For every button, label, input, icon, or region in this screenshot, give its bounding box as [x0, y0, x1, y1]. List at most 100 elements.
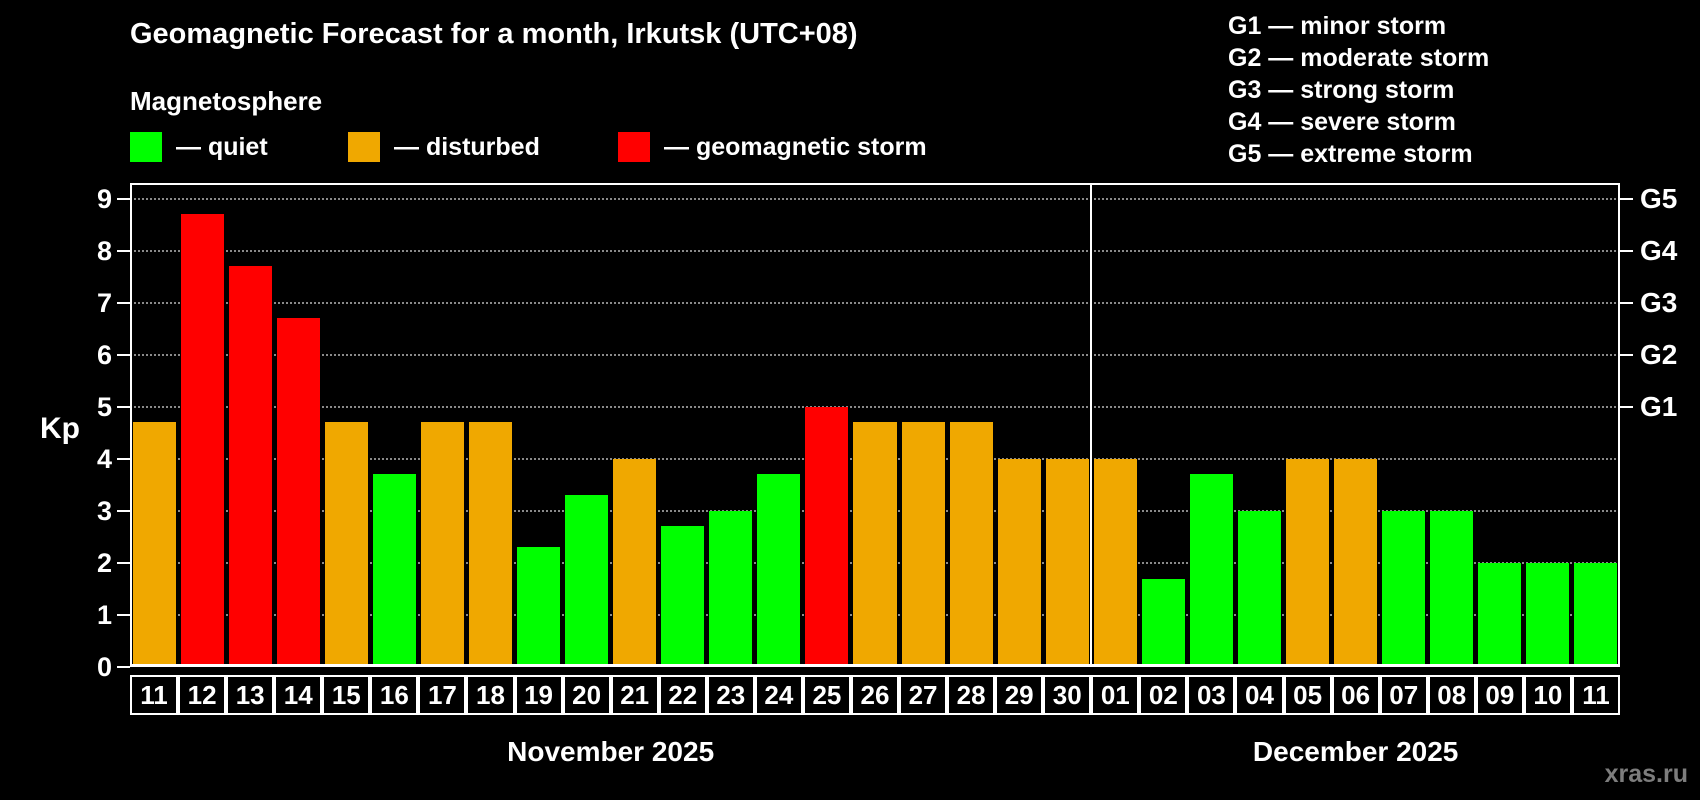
- day-label: 15: [322, 675, 371, 715]
- storm-scale-g4: G4 — severe storm: [1228, 108, 1456, 136]
- g-axis-tick: [1620, 197, 1633, 200]
- y-axis-tick: [117, 353, 130, 356]
- g-axis-tick: [1620, 301, 1633, 304]
- g-axis-label: G4: [1640, 234, 1678, 266]
- storm-scale-g5: G5 — extreme storm: [1228, 140, 1473, 168]
- day-label: 16: [370, 675, 419, 715]
- kp-bar: [853, 422, 897, 667]
- kp-bar: [1334, 458, 1378, 667]
- legend-item-disturbed: — disturbed: [348, 132, 540, 162]
- day-label: 10: [1523, 675, 1572, 715]
- day-label: 28: [947, 675, 996, 715]
- kp-bar: [949, 422, 993, 667]
- y-axis-label: Kp: [40, 412, 80, 445]
- day-label: 14: [274, 675, 323, 715]
- g-axis-label: G1: [1640, 390, 1678, 422]
- kp-bar: [1574, 562, 1618, 667]
- kp-bar: [228, 266, 272, 667]
- g-axis-tick: [1620, 249, 1633, 252]
- y-axis-tick: [117, 249, 130, 252]
- kp-bar: [1093, 458, 1137, 667]
- y-axis-tick-label: 9: [96, 183, 112, 214]
- g-axis-label: G3: [1640, 286, 1678, 318]
- day-label: 13: [226, 675, 275, 715]
- kp-bar: [757, 474, 801, 667]
- kp-bar: [1478, 562, 1522, 667]
- day-label: 06: [1331, 675, 1380, 715]
- day-label: 05: [1283, 675, 1332, 715]
- day-label: 22: [658, 675, 707, 715]
- kp-gridline: [130, 405, 1620, 408]
- kp-gridline: [130, 353, 1620, 356]
- kp-bar: [132, 422, 176, 667]
- kp-bar: [805, 406, 849, 667]
- kp-bar: [901, 422, 945, 667]
- kp-bar: [997, 458, 1041, 667]
- legend-item-storm: — geomagnetic storm: [618, 132, 927, 162]
- kp-bar: [1141, 578, 1185, 667]
- day-label: 08: [1427, 675, 1476, 715]
- kp-bar: [1382, 510, 1426, 667]
- kp-gridline: [130, 197, 1620, 200]
- kp-bar: [517, 547, 561, 667]
- kp-bar: [661, 526, 705, 667]
- y-axis-tick: [117, 561, 130, 564]
- y-axis-tick-label: 2: [96, 547, 112, 578]
- quiet-color-swatch: [130, 132, 162, 162]
- day-label: 26: [850, 675, 900, 715]
- legend-item-quiet: — quiet: [130, 132, 268, 162]
- storm-scale-g2: G2 — moderate storm: [1228, 44, 1490, 72]
- y-axis-tick: [117, 457, 130, 460]
- day-label: 17: [418, 675, 467, 715]
- legend-label-storm: — geomagnetic storm: [664, 132, 927, 161]
- kp-bar: [709, 510, 753, 667]
- kp-gridline: [130, 301, 1620, 304]
- g-axis-tick: [1620, 405, 1633, 408]
- watermark: xras.ru: [1604, 760, 1688, 788]
- g-axis-label: G2: [1640, 338, 1678, 370]
- kp-bar: [565, 495, 609, 667]
- kp-bar: [1286, 458, 1330, 667]
- kp-bar: [1430, 510, 1474, 667]
- day-label: 18: [466, 675, 515, 715]
- storm-scale-key: G1 — minor storm G2 — moderate storm G3 …: [1228, 10, 1489, 170]
- storm-scale-g3: G3 — strong storm: [1228, 76, 1455, 104]
- y-axis-tick: [117, 666, 130, 668]
- magnetosphere-label: Magnetosphere: [130, 86, 323, 116]
- y-axis-tick-label: 3: [96, 495, 112, 526]
- kp-bar: [613, 458, 657, 667]
- day-label: 07: [1379, 675, 1428, 715]
- y-axis-tick-label: 6: [96, 339, 112, 370]
- day-label: 11: [1571, 675, 1620, 715]
- kp-bar: [324, 422, 368, 667]
- day-label: 02: [1139, 675, 1188, 715]
- kp-bar: [276, 318, 320, 667]
- day-label: 04: [1235, 675, 1284, 715]
- kp-bar: [372, 474, 416, 667]
- day-label: 03: [1187, 675, 1236, 715]
- day-label: 11: [130, 675, 179, 715]
- day-label: 09: [1475, 675, 1524, 715]
- legend-label-disturbed: — disturbed: [394, 132, 540, 161]
- y-axis-tick: [117, 509, 130, 512]
- y-axis-tick: [117, 197, 130, 200]
- y-axis-tick: [117, 405, 130, 408]
- g-axis-tick: [1620, 353, 1633, 356]
- kp-bar: [420, 422, 464, 667]
- g-axis-label: G5: [1640, 182, 1678, 214]
- month-label: November 2025: [507, 736, 715, 767]
- storm-color-swatch: [618, 132, 650, 162]
- y-axis-tick-label: 8: [96, 235, 112, 266]
- day-label: 29: [995, 675, 1044, 715]
- day-label: 25: [802, 675, 851, 715]
- y-axis-tick-label: 4: [96, 443, 112, 474]
- y-axis-tick-label: 7: [96, 287, 112, 318]
- disturbed-color-swatch: [348, 132, 380, 162]
- y-axis-tick-label: 5: [96, 391, 112, 422]
- day-label: 27: [899, 675, 948, 715]
- kp-bar: [468, 422, 512, 667]
- day-label: 19: [514, 675, 563, 715]
- day-label: 23: [706, 675, 755, 715]
